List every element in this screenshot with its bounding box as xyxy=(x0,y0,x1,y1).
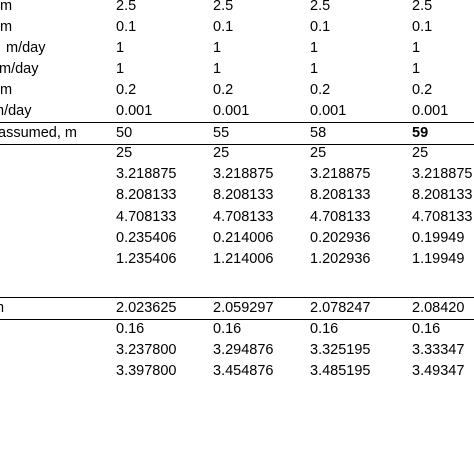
table-cell: 8.208133 xyxy=(412,187,473,203)
table-row: 3.218875 3.218875 3.218875 3.218875 xyxy=(0,164,474,185)
table-cell: 1 xyxy=(116,40,125,56)
table-cell: 8.208133 xyxy=(213,187,274,203)
table-cell: 2.08420 xyxy=(412,300,465,316)
table-cell: 3.485195 xyxy=(310,363,371,379)
table-cell: 0.2 xyxy=(310,82,331,98)
table-divider xyxy=(0,319,474,320)
table-cell: 3.218875 xyxy=(116,166,177,182)
table-divider xyxy=(0,144,474,145)
row-label: m xyxy=(0,19,13,35)
table-cell: 0.16 xyxy=(310,321,339,337)
table-cell: 55 xyxy=(213,125,230,141)
table-cell: 25 xyxy=(116,145,133,161)
table-cell: 0.16 xyxy=(116,321,145,337)
row-label: m xyxy=(0,0,13,14)
table-cell: 2.078247 xyxy=(310,300,371,316)
table-cell: 0.16 xyxy=(412,321,441,337)
table-cell: 2.023625 xyxy=(116,300,177,316)
table-cell: 3.294876 xyxy=(213,342,274,358)
table-cell: 2.5 xyxy=(213,0,234,14)
table-cell: 2.5 xyxy=(412,0,433,14)
table-cell: 8.208133 xyxy=(310,187,371,203)
row-label: assumed, m xyxy=(0,125,77,141)
row-label: m/day xyxy=(6,40,46,56)
table-cell: 2.5 xyxy=(310,0,331,14)
table-cell: 8.208133 xyxy=(116,187,177,203)
table-row: 3.397800 3.454876 3.485195 3.49347 xyxy=(0,361,474,382)
table-row: 0.235406 0.214006 0.202936 0.19949 xyxy=(0,228,474,249)
table-cell: 3.325195 xyxy=(310,342,371,358)
table-cell: 1.202936 xyxy=(310,251,371,267)
table-divider xyxy=(0,122,474,123)
table-cell: 1 xyxy=(310,61,319,77)
table-cell: 3.49347 xyxy=(412,363,465,379)
table-cell: 4.708133 xyxy=(116,209,177,225)
table-cell: 4.708133 xyxy=(213,209,274,225)
table-cell: 0.202936 xyxy=(310,230,371,246)
table-cell: 1 xyxy=(310,40,319,56)
table-row: 3.237800 3.294876 3.325195 3.33347 xyxy=(0,340,474,361)
table-cell: 3.33347 xyxy=(412,342,465,358)
table-cell: 1 xyxy=(213,40,222,56)
row-label: m xyxy=(0,82,13,98)
table-cell: 3.454876 xyxy=(213,363,274,379)
table-row: 8.208133 8.208133 8.208133 8.208133 xyxy=(0,185,474,206)
table-cell: 0.1 xyxy=(213,19,234,35)
table-cell: 3.218875 xyxy=(310,166,371,182)
table-cell: 0.16 xyxy=(213,321,242,337)
table-cell: 1 xyxy=(412,40,421,56)
table-row: m/day 0.001 0.001 0.001 0.001 xyxy=(0,101,474,122)
table-cell: 3.397800 xyxy=(116,363,177,379)
table-cell: 1 xyxy=(412,61,421,77)
table-row: 0.16 0.16 0.16 0.16 xyxy=(0,319,474,340)
table-row: m 2.023625 2.059297 2.078247 2.08420 xyxy=(0,298,474,319)
table-row: m/day 1 1 1 1 xyxy=(0,59,474,80)
table-cell: 25 xyxy=(412,145,429,161)
table-row: m 0.2 0.2 0.2 0.2 xyxy=(0,80,474,101)
table-cell: 0.001 xyxy=(116,103,153,119)
table-divider xyxy=(0,297,474,298)
table-cell: 3.218875 xyxy=(213,166,274,182)
table-row xyxy=(0,353,474,374)
table-cell: 50 xyxy=(116,125,133,141)
table-row: 4.708133 4.708133 4.708133 4.708133 xyxy=(0,207,474,228)
table-cell: 1.19949 xyxy=(412,251,465,267)
table-cell: 1.235406 xyxy=(116,251,177,267)
table-row: assumed, m 50 55 58 59 xyxy=(0,123,474,144)
row-label: m xyxy=(0,298,4,319)
table-cell: 25 xyxy=(310,145,327,161)
table-cell: 2.5 xyxy=(116,0,137,14)
table-cell: 0.2 xyxy=(213,82,234,98)
table-row: m 0.1 0.1 0.1 0.1 xyxy=(0,17,474,38)
table-cell: 0.235406 xyxy=(116,230,177,246)
table-cell: 0.1 xyxy=(116,19,137,35)
table-cell: 0.19949 xyxy=(412,230,465,246)
table-cell: 0.1 xyxy=(310,19,331,35)
row-label: m/day xyxy=(0,61,39,77)
table-cell: 1 xyxy=(116,61,125,77)
table-cell: 0.001 xyxy=(310,103,347,119)
table-cell: 0.2 xyxy=(412,82,433,98)
table-cell: 4.708133 xyxy=(412,209,473,225)
table-cell: 3.237800 xyxy=(116,342,177,358)
table-cell: 58 xyxy=(310,125,327,141)
table-cell: 0.214006 xyxy=(213,230,274,246)
table-cell: 1 xyxy=(213,61,222,77)
table-cell: 4.708133 xyxy=(310,209,371,225)
table-cell: 2.059297 xyxy=(213,300,274,316)
row-label: m/day xyxy=(0,103,32,119)
table-cell: 0.001 xyxy=(213,103,250,119)
table-cell: 0.2 xyxy=(116,82,137,98)
table-cell: 3.218875 xyxy=(412,166,473,182)
table-row: m 2.5 2.5 2.5 2.5 xyxy=(0,0,474,17)
table-cell: 25 xyxy=(213,145,230,161)
table-cell: 1.214006 xyxy=(213,251,274,267)
table-cell: 0.1 xyxy=(412,19,433,35)
table-row: 25 25 25 25 xyxy=(0,143,474,164)
table-row: 1.235406 1.214006 1.202936 1.19949 xyxy=(0,249,474,270)
table-row: m/day 1 1 1 1 xyxy=(0,38,474,59)
table-cell-highlight: 59 xyxy=(412,125,429,141)
table-cell: 0.001 xyxy=(412,103,449,119)
